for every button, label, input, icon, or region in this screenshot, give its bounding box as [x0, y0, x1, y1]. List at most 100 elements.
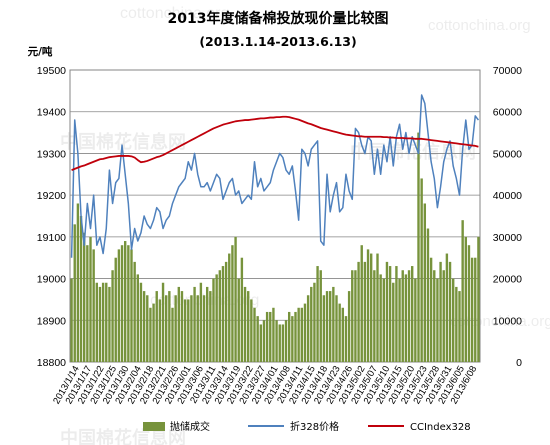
- bar: [95, 282, 99, 362]
- bar: [300, 307, 304, 362]
- bar: [231, 245, 234, 362]
- bar: [117, 249, 121, 362]
- chart-subtitle: (2013.1.14-2013.6.13): [199, 34, 356, 49]
- right-axis-ticks: 70000 60000 50000 40000 30000 20000 10000 0: [493, 65, 522, 369]
- bar: [287, 311, 291, 362]
- bar: [111, 270, 114, 362]
- bar: [190, 295, 193, 362]
- bar: [164, 295, 168, 362]
- bar: [89, 236, 92, 362]
- bar: [108, 286, 111, 362]
- legend-label-0: 抛储成交: [170, 420, 210, 433]
- y-left-tick-label: 18800: [37, 357, 66, 369]
- bar: [442, 270, 445, 362]
- y-right-tick-label: 70000: [493, 65, 522, 77]
- bar: [328, 291, 332, 362]
- legend: 抛储成交 折328价格 CCIndex328: [143, 420, 471, 433]
- bar: [199, 282, 203, 362]
- bar-series: [70, 132, 480, 362]
- bar: [73, 224, 76, 362]
- bar: [338, 303, 341, 362]
- bar: [139, 282, 143, 362]
- bar: [303, 303, 307, 362]
- bar: [161, 282, 165, 362]
- y-right-tick-label: 30000: [493, 232, 522, 244]
- bar: [445, 253, 449, 362]
- bar: [467, 245, 471, 362]
- bar: [79, 216, 83, 362]
- bar: [369, 253, 373, 362]
- bar: [401, 270, 404, 362]
- bar: [262, 320, 266, 362]
- bar: [136, 274, 140, 362]
- y-left-tick-label: 19000: [37, 274, 66, 286]
- bar: [347, 291, 351, 362]
- bar: [470, 257, 474, 362]
- bar: [351, 270, 354, 362]
- bar: [142, 291, 146, 362]
- bar: [477, 236, 480, 362]
- bar: [332, 286, 335, 362]
- bar: [344, 316, 348, 362]
- watermark: cottonchina.org: [120, 5, 229, 22]
- bar: [433, 270, 436, 362]
- bar: [146, 295, 149, 362]
- bar: [281, 324, 285, 362]
- bar: [76, 203, 80, 362]
- bar: [363, 261, 367, 362]
- bar: [86, 245, 89, 362]
- bar: [360, 245, 363, 362]
- bar: [316, 266, 319, 362]
- bar: [259, 324, 263, 362]
- bar: [240, 257, 244, 362]
- plot-area: [69, 69, 481, 363]
- bar: [275, 320, 278, 362]
- bar: [407, 270, 411, 362]
- y-left-tick-label: 19500: [37, 65, 66, 77]
- bar: [180, 291, 184, 362]
- bar: [429, 257, 433, 362]
- bar: [237, 278, 240, 362]
- bar: [168, 291, 171, 362]
- bar: [171, 307, 174, 362]
- bar: [464, 236, 468, 362]
- bar: [215, 274, 218, 362]
- x-axis-ticks: 2013/1/142013/1/172013/1/222013/1/252013…: [51, 364, 479, 406]
- y-right-tick-label: 10000: [493, 315, 522, 327]
- legend-label-2: CCIndex328: [410, 422, 471, 433]
- y-axis-unit: 元/吨: [28, 45, 53, 58]
- line-series: [70, 94, 480, 258]
- bar: [297, 307, 300, 362]
- bar: [474, 257, 477, 362]
- bar: [335, 295, 338, 362]
- y-right-tick-label: 60000: [493, 107, 522, 119]
- bar: [291, 316, 294, 362]
- bar: [123, 241, 127, 362]
- bar: [404, 274, 408, 362]
- y-left-tick-label: 19300: [37, 148, 66, 160]
- bar: [205, 286, 209, 362]
- bar: [414, 278, 417, 362]
- bar: [458, 291, 461, 362]
- bar: [149, 307, 152, 362]
- bar: [388, 266, 392, 362]
- bar: [98, 286, 102, 362]
- legend-label-1: 折328价格: [290, 420, 339, 433]
- left-axis-ticks: 19500 19400 19300 19200 19100 19000 18900 18800: [37, 65, 66, 369]
- bar: [272, 307, 275, 362]
- bar: [212, 278, 215, 362]
- bar: [385, 261, 389, 362]
- bar: [177, 286, 181, 362]
- bar: [294, 311, 297, 362]
- bar: [114, 257, 117, 362]
- bar: [379, 274, 382, 362]
- bar: [417, 132, 420, 362]
- bar: [373, 270, 376, 362]
- bar: [101, 282, 105, 362]
- line-price-328: [70, 94, 480, 258]
- bar: [92, 249, 95, 362]
- bar: [256, 316, 259, 362]
- bar: [322, 295, 326, 362]
- bar: [246, 291, 250, 362]
